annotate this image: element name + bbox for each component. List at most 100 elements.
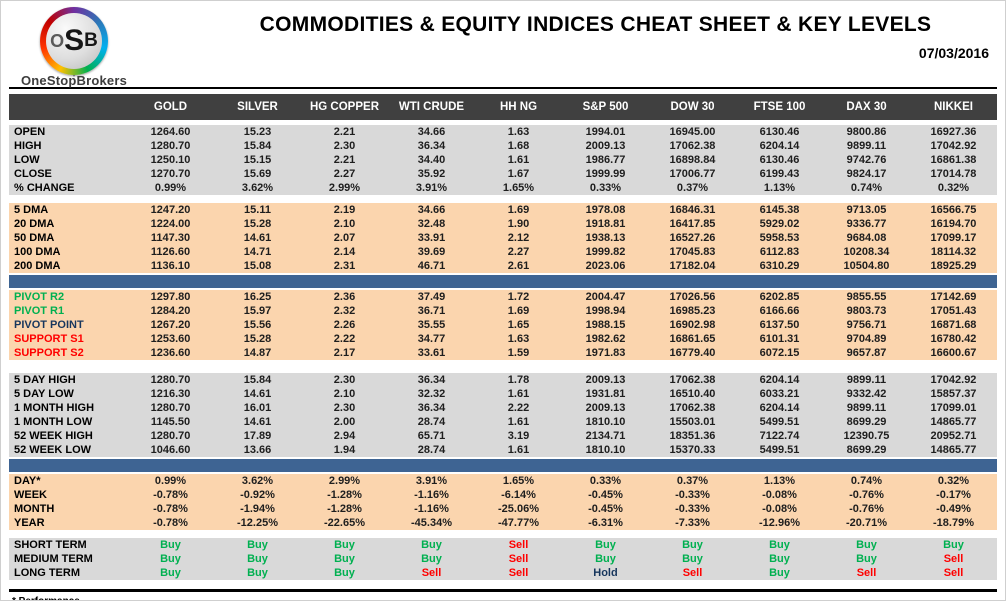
row-label-100-dma: 100 DMA [14, 246, 61, 258]
value-cell: -22.65% [324, 517, 365, 529]
value-cell: 16510.40 [669, 388, 716, 400]
value-cell: 6033.21 [759, 388, 800, 400]
column-header-ftse-100: FTSE 100 [753, 101, 806, 113]
value-cell: 2.36 [333, 291, 356, 303]
value-cell: 9684.08 [846, 232, 887, 244]
signal-cell: Buy [247, 553, 268, 565]
signal-cell: Buy [769, 539, 790, 551]
value-cell: 2.19 [333, 204, 356, 216]
value-cell: 16927.36 [930, 126, 977, 138]
value-cell: 1.63 [507, 126, 530, 138]
value-cell: 1810.10 [585, 444, 626, 456]
value-cell: -0.78% [153, 517, 188, 529]
row-label-pivot-r1: PIVOT R1 [14, 305, 65, 317]
value-cell: 16861.38 [930, 154, 977, 166]
row-label-200-dma: 200 DMA [14, 260, 61, 272]
section-performance: DAY* 0.99% 3.62% 2.99% 3.91% 1.65% 0.33% 0.37% 1… [9, 474, 997, 530]
table-row-200-dma: 200 DMA 1136.10 15.08 2.31 46.71 2.61 2023.06 1… [9, 259, 997, 273]
value-cell: 6145.38 [759, 204, 800, 216]
value-cell: 0.33% [589, 182, 622, 194]
value-cell: 2.30 [333, 140, 356, 152]
value-cell: 20952.71 [930, 430, 977, 442]
value-cell: 6204.14 [759, 140, 800, 152]
value-cell: 6130.46 [759, 154, 800, 166]
value-cell: 15.15 [243, 154, 272, 166]
value-cell: 16566.75 [930, 204, 977, 216]
value-cell: 10504.80 [843, 260, 890, 272]
value-cell: -0.45% [588, 489, 623, 501]
value-cell: 16.25 [243, 291, 272, 303]
table-row-week: WEEK -0.78% -0.92% -1.28% -1.16% -6.14% -0.45%… [9, 488, 997, 502]
section-signals: SHORT TERM Buy Buy Buy Buy Sell Buy Buy Buy Buy Bu… [9, 538, 997, 580]
value-cell: 1267.20 [150, 319, 191, 331]
value-cell: 3.62% [241, 182, 274, 194]
value-cell: 16871.68 [930, 319, 977, 331]
value-cell: 1145.50 [150, 416, 191, 428]
page-title: COMMODITIES & EQUITY INDICES CHEAT SHEET… [259, 13, 932, 36]
value-cell: 9713.05 [846, 204, 887, 216]
value-cell: 6204.14 [759, 402, 800, 414]
row-label-support-s2: SUPPORT S2 [14, 347, 84, 359]
value-cell: 1250.10 [150, 154, 191, 166]
value-cell: 9899.11 [846, 140, 887, 152]
table-row-pivot-r2: PIVOT R2 1297.80 16.25 2.36 37.49 1.72 2004.47… [9, 290, 997, 304]
value-cell: 12390.75 [843, 430, 890, 442]
value-cell: 16945.00 [669, 126, 716, 138]
value-cell: 1.78 [507, 374, 530, 386]
value-cell: 14.71 [243, 246, 272, 258]
value-cell: 33.91 [417, 232, 446, 244]
value-cell: 1918.81 [585, 218, 626, 230]
value-cell: 2.10 [333, 388, 356, 400]
row-label-week: WEEK [14, 489, 47, 501]
value-cell: 16600.67 [930, 347, 977, 359]
value-cell: 9756.71 [846, 319, 887, 331]
value-cell: 9855.55 [846, 291, 887, 303]
table-row-50-dma: 50 DMA 1147.30 14.61 2.07 33.91 2.12 1938.13 16… [9, 231, 997, 245]
value-cell: 2.27 [507, 246, 530, 258]
section-gap [9, 195, 997, 203]
signal-cell: Sell [421, 567, 442, 579]
value-cell: 1126.60 [150, 246, 191, 258]
value-cell: 14.87 [243, 347, 272, 359]
signal-cell: Buy [334, 567, 355, 579]
value-cell: -6.14% [501, 489, 536, 501]
value-cell: 2.61 [507, 260, 530, 272]
table-row-support-s1: SUPPORT S1 1253.60 15.28 2.22 34.77 1.63 1982.… [9, 332, 997, 346]
logo-letter-b: B [84, 30, 98, 51]
signal-cell: Buy [856, 553, 877, 565]
value-cell: 1236.60 [150, 347, 191, 359]
value-cell: 1982.62 [585, 333, 626, 345]
value-cell: 0.99% [154, 475, 187, 487]
value-cell: -25.06% [498, 503, 539, 515]
value-cell: 1.65 [507, 319, 530, 331]
value-cell: 2.21 [333, 154, 356, 166]
value-cell: 16861.65 [669, 333, 716, 345]
value-cell: 1280.70 [150, 140, 191, 152]
value-cell: 15857.37 [930, 388, 977, 400]
value-cell: 36.34 [417, 140, 446, 152]
column-header-hh-ng: HH NG [499, 101, 538, 113]
signal-cell: Buy [421, 539, 442, 551]
value-cell: 15.08 [243, 260, 272, 272]
value-cell: 6137.50 [759, 319, 800, 331]
column-header-s-p-500: S&P 500 [582, 101, 629, 113]
signal-cell: Buy [334, 539, 355, 551]
value-cell: 1247.20 [150, 204, 191, 216]
row-label-short-term: SHORT TERM [14, 539, 87, 551]
section-daily: OPEN 1264.60 15.23 2.21 34.66 1.63 1994.01 1694… [9, 125, 997, 195]
value-cell: 6130.46 [759, 126, 800, 138]
value-cell: 15.84 [243, 140, 272, 152]
value-cell: 34.40 [417, 154, 446, 166]
table-row-1-month-low: 1 MONTH LOW 1145.50 14.61 2.00 28.74 1.61 1810… [9, 415, 997, 429]
value-cell: 17142.69 [930, 291, 977, 303]
signal-cell: Buy [160, 539, 181, 551]
logo-letter-o: O [50, 30, 65, 51]
value-cell: 46.71 [417, 260, 446, 272]
value-cell: 2.00 [333, 416, 356, 428]
value-cell: 1.13% [763, 475, 796, 487]
table-row-5-dma: 5 DMA 1247.20 15.11 2.19 34.66 1.69 1978.08 168… [9, 203, 997, 217]
table-row-1-month-high: 1 MONTH HIGH 1280.70 16.01 2.30 36.34 2.22 200… [9, 401, 997, 415]
value-cell: -0.17% [936, 489, 971, 501]
row-label-5-day-high: 5 DAY HIGH [14, 374, 76, 386]
